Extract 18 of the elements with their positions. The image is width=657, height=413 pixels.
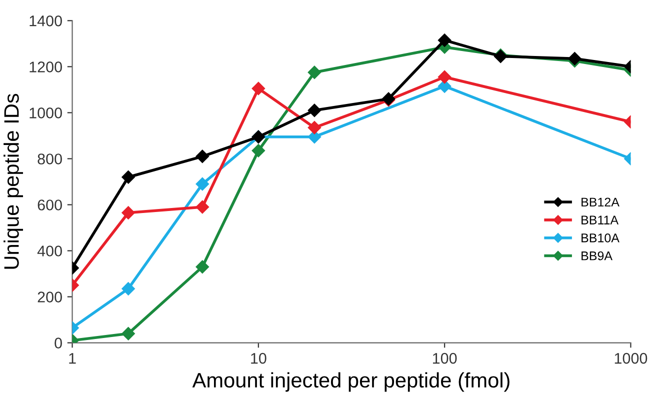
y-tick-label: 800 bbox=[38, 154, 62, 164]
x-tick-label: 10 bbox=[251, 352, 266, 364]
x-tick-label: 1000 bbox=[614, 352, 648, 364]
y-tick-label: 0 bbox=[54, 338, 62, 348]
y-tick-label: 1000 bbox=[30, 108, 62, 118]
legend-label: BB11A bbox=[582, 216, 619, 224]
legend-label: BB10A bbox=[582, 233, 620, 242]
x-axis-title: Amount injected per peptide (fmol) bbox=[192, 372, 510, 392]
y-tick-label: 600 bbox=[38, 200, 62, 210]
legend-label: BB9A bbox=[582, 251, 612, 260]
x-tick-label: 1 bbox=[69, 353, 76, 364]
y-tick-label: 400 bbox=[37, 246, 62, 256]
x-tick-label: 100 bbox=[432, 352, 457, 364]
y-axis-title: Unique peptide IDs bbox=[4, 94, 24, 269]
y-tick-label: 200 bbox=[38, 292, 62, 302]
legend-label: BB12A bbox=[582, 198, 620, 206]
y-tick-label: 1400 bbox=[30, 16, 62, 26]
y-tick-label: 1200 bbox=[30, 62, 62, 72]
